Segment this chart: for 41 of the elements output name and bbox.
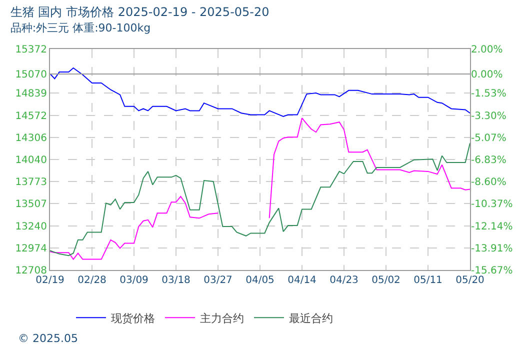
y-tick-label: 15070 <box>15 70 47 81</box>
x-tick-label: 03/27 <box>204 275 232 286</box>
text: © 2025.05 <box>18 332 78 345</box>
legend-label: 最近合约 <box>289 312 333 325</box>
y2-tick-label: -5.07% <box>471 132 506 144</box>
y-tick-label: 12708 <box>15 266 47 276</box>
y-tick-label: 14040 <box>15 155 47 166</box>
y-tick-label: 12974 <box>15 243 47 254</box>
x-tick-label: 02/19 <box>36 275 64 286</box>
legend-label: 现货价格 <box>111 312 155 325</box>
y2-tick-label: -10.37% <box>471 199 513 210</box>
y2-tick-label: -6.83% <box>471 154 506 166</box>
legend-label: 主力合约 <box>200 312 244 325</box>
y-tick-label: 13507 <box>15 199 47 210</box>
x-tick-label: 05/02 <box>372 275 400 286</box>
x-tick-label: 04/05 <box>246 275 274 286</box>
y2-tick-label: 0.00% <box>471 70 503 81</box>
x-tick-label: 03/18 <box>162 275 190 286</box>
line-series <box>50 142 470 256</box>
y-tick-label: 13240 <box>15 221 47 232</box>
chart-subtitle: 品种:外三元 体重:90-100kg <box>10 21 151 34</box>
y2-tick-label: -12.14% <box>471 221 513 232</box>
x-tick-label: 04/23 <box>330 275 358 286</box>
x-tick-label: 05/20 <box>456 275 484 286</box>
y-tick-label: 14572 <box>15 110 47 122</box>
y2-tick-label: -1.53% <box>471 88 506 100</box>
x-tick-label: 03/09 <box>120 275 148 286</box>
x-tick-label: 04/14 <box>288 275 316 286</box>
y2-tick-label: -3.30% <box>471 110 506 122</box>
y-tick-label: 15372 <box>15 44 47 56</box>
y2-tick-label: -13.91% <box>471 243 513 254</box>
y-tick-label: 14306 <box>15 132 47 144</box>
line-series <box>50 68 470 117</box>
y-tick-label: 13773 <box>15 177 47 188</box>
y2-tick-label: -8.60% <box>471 177 506 188</box>
chart-title: 生猪 国内 市场价格 2025-02-19 - 2025-05-20 <box>10 4 270 19</box>
y2-tick-label: 2.00% <box>471 44 503 56</box>
x-tick-label: 02/28 <box>78 275 106 286</box>
y2-tick-label: -15.67% <box>471 266 513 276</box>
y-tick-label: 14839 <box>15 88 47 100</box>
x-tick-label: 05/11 <box>414 275 442 286</box>
